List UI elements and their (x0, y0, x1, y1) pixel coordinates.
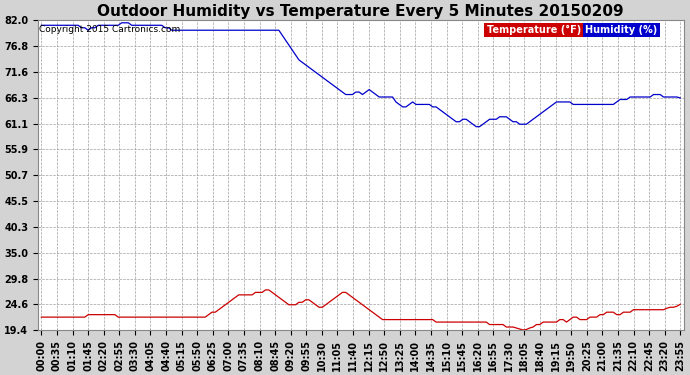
Text: Temperature (°F): Temperature (°F) (486, 25, 581, 35)
Text: Humidity (%): Humidity (%) (586, 25, 658, 35)
Text: Copyright 2015 Cartronics.com: Copyright 2015 Cartronics.com (39, 25, 181, 34)
Title: Outdoor Humidity vs Temperature Every 5 Minutes 20150209: Outdoor Humidity vs Temperature Every 5 … (97, 4, 624, 19)
